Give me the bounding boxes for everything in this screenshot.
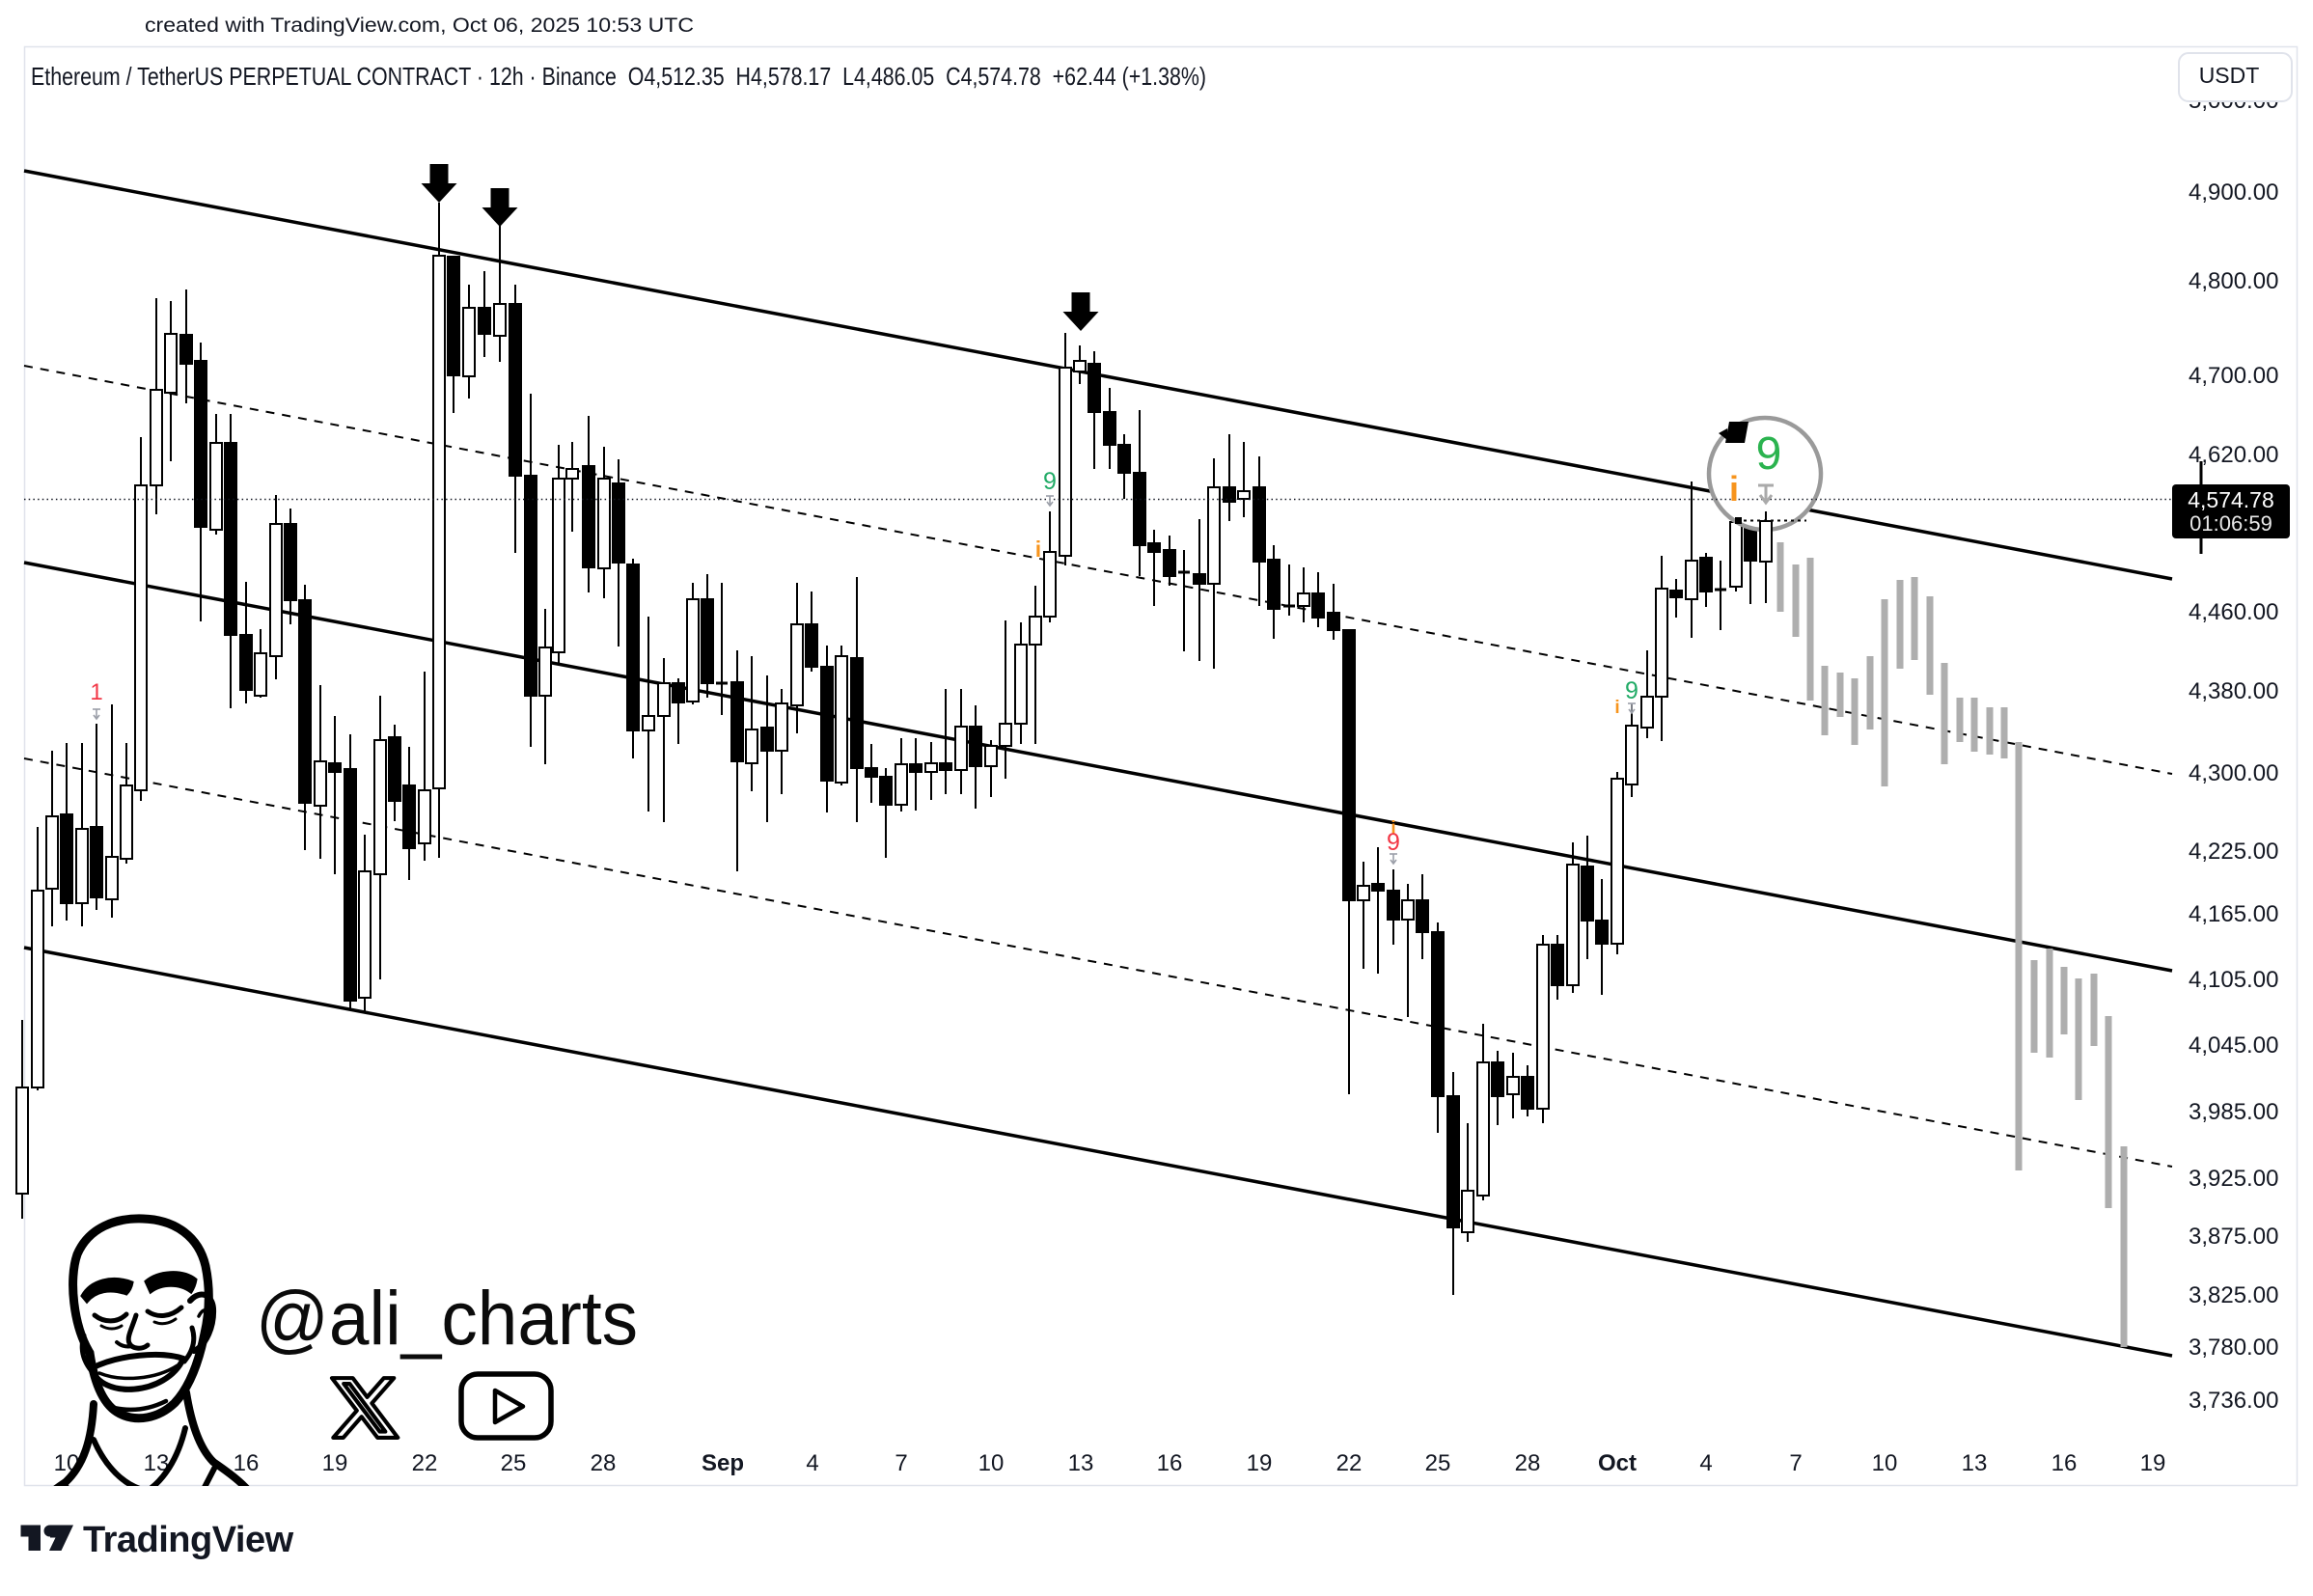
svg-text:19: 19	[2140, 1450, 2166, 1476]
svg-text:9: 9	[1625, 677, 1638, 704]
svg-text:Sep: Sep	[702, 1450, 744, 1476]
svg-text:4,460.00: 4,460.00	[2189, 599, 2278, 625]
svg-text:10: 10	[1872, 1450, 1898, 1476]
svg-text:10: 10	[978, 1450, 1005, 1476]
svg-text:4,620.00: 4,620.00	[2189, 442, 2278, 468]
svg-text:4,225.00: 4,225.00	[2189, 839, 2278, 865]
svg-text:9: 9	[1387, 829, 1400, 856]
svg-text:9: 9	[1756, 428, 1782, 480]
svg-text:9: 9	[1043, 468, 1057, 495]
svg-text:created with TradingView.com,: created with TradingView.com, Oct 06, 20…	[145, 14, 694, 37]
svg-text:3,875.00: 3,875.00	[2189, 1224, 2278, 1250]
svg-text:4,574.78: 4,574.78	[2188, 487, 2274, 512]
svg-text:i: i	[1614, 698, 1619, 718]
svg-text:4: 4	[1699, 1450, 1712, 1476]
svg-text:25: 25	[501, 1450, 527, 1476]
svg-text:i: i	[1035, 537, 1041, 562]
svg-text:Oct: Oct	[1598, 1450, 1637, 1476]
svg-text:4,045.00: 4,045.00	[2189, 1032, 2278, 1059]
svg-text:25: 25	[1425, 1450, 1451, 1476]
svg-text:4,165.00: 4,165.00	[2189, 901, 2278, 927]
svg-text:16: 16	[234, 1450, 260, 1476]
svg-text:3,780.00: 3,780.00	[2189, 1335, 2278, 1361]
svg-text:4,105.00: 4,105.00	[2189, 967, 2278, 993]
svg-text:16: 16	[1157, 1450, 1183, 1476]
svg-text:TradingView: TradingView	[83, 1520, 294, 1560]
svg-text:4,300.00: 4,300.00	[2189, 760, 2278, 786]
svg-text:22: 22	[1336, 1450, 1363, 1476]
svg-text:4,800.00: 4,800.00	[2189, 268, 2278, 294]
svg-text:01:06:59: 01:06:59	[2189, 511, 2272, 536]
svg-text:7: 7	[895, 1450, 907, 1476]
svg-text:Ethereum / TetherUS PERPETUAL: Ethereum / TetherUS PERPETUAL CONTRACT ·…	[31, 62, 1206, 91]
svg-text:22: 22	[412, 1450, 438, 1476]
svg-text:28: 28	[1515, 1450, 1541, 1476]
svg-text:USDT: USDT	[2199, 63, 2260, 88]
svg-text:3,736.00: 3,736.00	[2189, 1388, 2278, 1414]
svg-text:13: 13	[1962, 1450, 1988, 1476]
svg-text:3,925.00: 3,925.00	[2189, 1166, 2278, 1192]
svg-text:7: 7	[1789, 1450, 1802, 1476]
svg-text:i: i	[1391, 818, 1395, 839]
svg-text:19: 19	[1247, 1450, 1273, 1476]
svg-text:16: 16	[2051, 1450, 2078, 1476]
svg-text:1: 1	[90, 679, 102, 705]
svg-text:4: 4	[806, 1450, 818, 1476]
svg-text:3,985.00: 3,985.00	[2189, 1099, 2278, 1125]
svg-text:19: 19	[322, 1450, 348, 1476]
svg-text:4,900.00: 4,900.00	[2189, 179, 2278, 206]
svg-text:@ali_charts: @ali_charts	[256, 1275, 638, 1361]
svg-text:4,700.00: 4,700.00	[2189, 363, 2278, 389]
svg-text:28: 28	[591, 1450, 617, 1476]
svg-text:4,380.00: 4,380.00	[2189, 678, 2278, 704]
svg-text:i: i	[1729, 469, 1739, 509]
svg-text:13: 13	[1068, 1450, 1094, 1476]
svg-text:3,825.00: 3,825.00	[2189, 1282, 2278, 1308]
